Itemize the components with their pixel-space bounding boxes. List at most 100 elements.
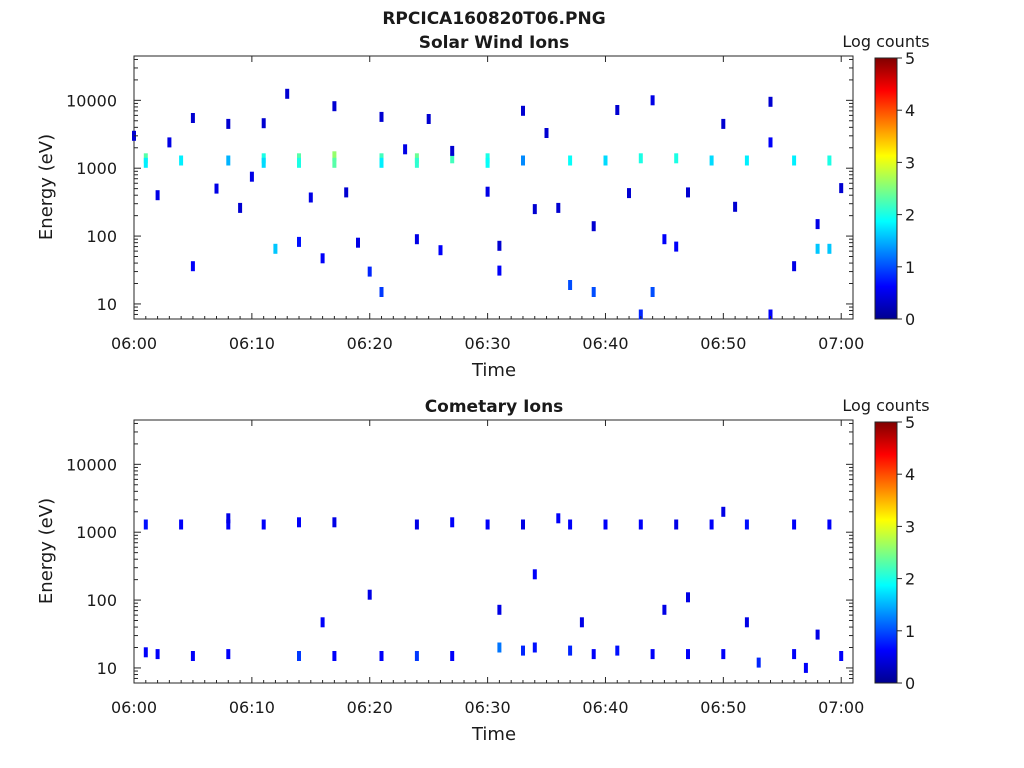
data-cell	[827, 243, 832, 254]
data-cell	[721, 506, 726, 517]
data-cell	[497, 265, 502, 276]
data-cell	[827, 155, 832, 166]
heatmap-cells-solar-wind	[132, 88, 844, 320]
data-cell	[155, 190, 160, 201]
data-cell	[497, 642, 502, 653]
y-tick-label: 10000	[66, 455, 117, 474]
data-cell	[792, 649, 797, 660]
data-cell	[521, 155, 525, 166]
colorbar-cometary	[874, 421, 898, 684]
colorbar-solar-wind	[874, 57, 898, 320]
data-cell	[379, 111, 384, 122]
data-cell	[332, 651, 337, 661]
data-cell	[497, 240, 502, 251]
data-cell	[297, 651, 301, 661]
data-cell	[591, 287, 596, 297]
data-cell	[650, 95, 655, 106]
data-cell	[839, 183, 844, 194]
data-cell	[450, 153, 455, 164]
data-cell	[521, 105, 525, 116]
y-tick-label: 1000	[76, 159, 117, 178]
data-cell	[179, 519, 184, 530]
data-cell	[532, 642, 537, 653]
data-cell	[568, 519, 573, 530]
data-cell	[803, 662, 808, 673]
y-tick-label: 1000	[76, 523, 117, 542]
data-cell	[815, 219, 820, 230]
data-cell	[414, 651, 419, 661]
data-cell	[155, 649, 160, 660]
data-cell	[532, 204, 537, 215]
data-cell	[768, 137, 773, 148]
data-cell	[226, 118, 231, 129]
data-cell	[332, 517, 337, 528]
x-ticks-solar-wind: 06:00 06:10 06:20 06:30 06:40 06:50 07:00	[111, 56, 864, 353]
data-cell	[686, 649, 690, 660]
data-cell	[638, 519, 643, 530]
x-tick-label: 06:40	[582, 698, 628, 717]
data-cell	[320, 617, 325, 628]
data-cell	[556, 513, 561, 524]
data-cell	[815, 629, 820, 640]
colorbar-tick-label: 2	[905, 206, 915, 225]
y-tick-label: 100	[86, 591, 117, 610]
data-cell	[143, 647, 148, 658]
data-cell	[792, 155, 797, 166]
data-cell	[662, 234, 667, 245]
data-cell	[356, 237, 360, 248]
colorbar-tick-label: 5	[905, 49, 915, 68]
data-cell	[768, 309, 773, 320]
data-cell	[190, 651, 195, 661]
colorbar-tick-label: 3	[905, 517, 915, 536]
data-cell	[261, 519, 266, 530]
y-tick-label: 10	[97, 295, 117, 314]
data-cell	[226, 155, 231, 166]
colorbar-tick-label: 2	[905, 570, 915, 589]
colorbar-tick-label: 5	[905, 413, 915, 432]
data-cell	[249, 171, 254, 182]
y-axis-label-cometary: Energy (eV)	[36, 498, 57, 604]
data-cell	[568, 155, 573, 166]
x-axis-label-solar-wind: Time	[471, 360, 516, 381]
y-ticks-solar-wind: 10 100 1000 10000	[66, 58, 853, 320]
data-cell	[332, 157, 337, 168]
data-cell	[238, 202, 243, 213]
data-cell	[544, 128, 549, 138]
data-cell	[674, 519, 679, 530]
data-cell	[450, 651, 455, 661]
x-tick-label: 06:50	[700, 334, 746, 353]
data-cell	[827, 519, 832, 530]
x-axis-label-cometary: Time	[471, 724, 516, 745]
data-cell	[367, 266, 372, 277]
data-cell	[662, 604, 667, 615]
y-tick-label: 10000	[66, 91, 117, 110]
data-cell	[603, 519, 608, 530]
data-cell	[403, 144, 408, 155]
data-cell	[556, 202, 561, 213]
data-cell	[650, 649, 655, 660]
data-cell	[485, 519, 490, 530]
data-cell	[721, 649, 726, 660]
data-cell	[497, 604, 502, 615]
data-cell	[308, 192, 313, 203]
data-cell	[190, 261, 195, 272]
data-cell	[674, 153, 679, 164]
data-cell	[615, 645, 620, 656]
data-cell	[638, 153, 643, 164]
plot-frame-solar-wind	[133, 55, 854, 320]
data-cell	[226, 649, 231, 660]
colorbar-ticks-cometary: 0 1 2 3 4 5	[897, 413, 915, 693]
x-tick-label: 06:30	[465, 698, 511, 717]
x-tick-label: 06:00	[111, 698, 157, 717]
data-cell	[627, 188, 631, 199]
figure-title: RPCICA160820T06.PNG	[382, 9, 605, 29]
y-axis-label-solar-wind: Energy (eV)	[36, 134, 57, 240]
colorbar-tick-label: 0	[905, 310, 915, 329]
data-cell	[414, 157, 419, 168]
data-cell	[367, 589, 372, 600]
y-ticks-cometary: 10 100 1000 10000	[66, 422, 853, 684]
data-cell	[744, 155, 749, 166]
data-cell	[297, 517, 301, 528]
